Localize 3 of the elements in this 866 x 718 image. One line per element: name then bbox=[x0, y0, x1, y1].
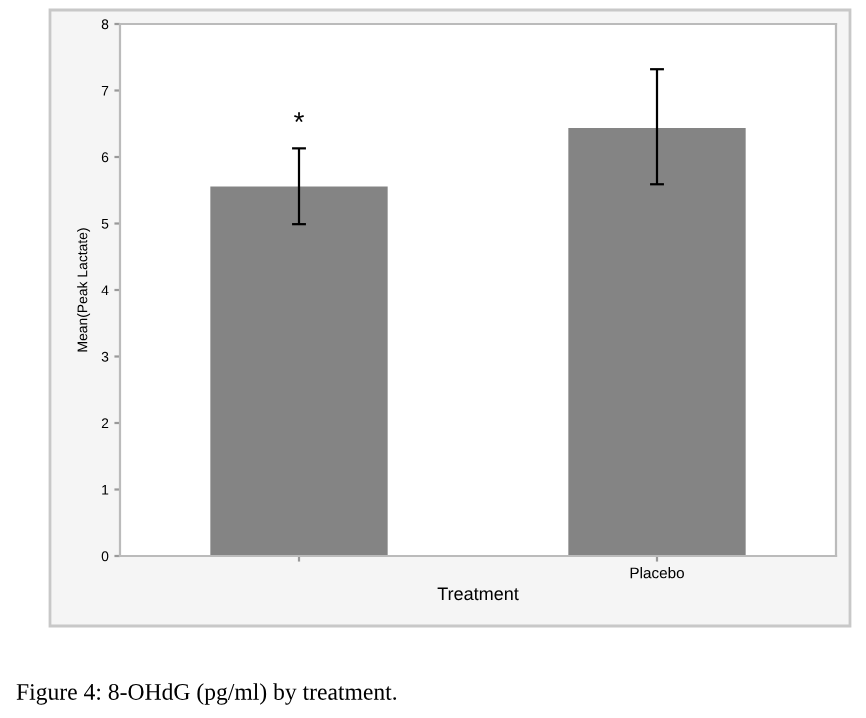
caption: Figure 4: 8-OHdG (pg/ml) by treatment. bbox=[16, 683, 397, 705]
x-axis-title: Treatment bbox=[437, 587, 519, 601]
annotation: * bbox=[294, 112, 304, 123]
